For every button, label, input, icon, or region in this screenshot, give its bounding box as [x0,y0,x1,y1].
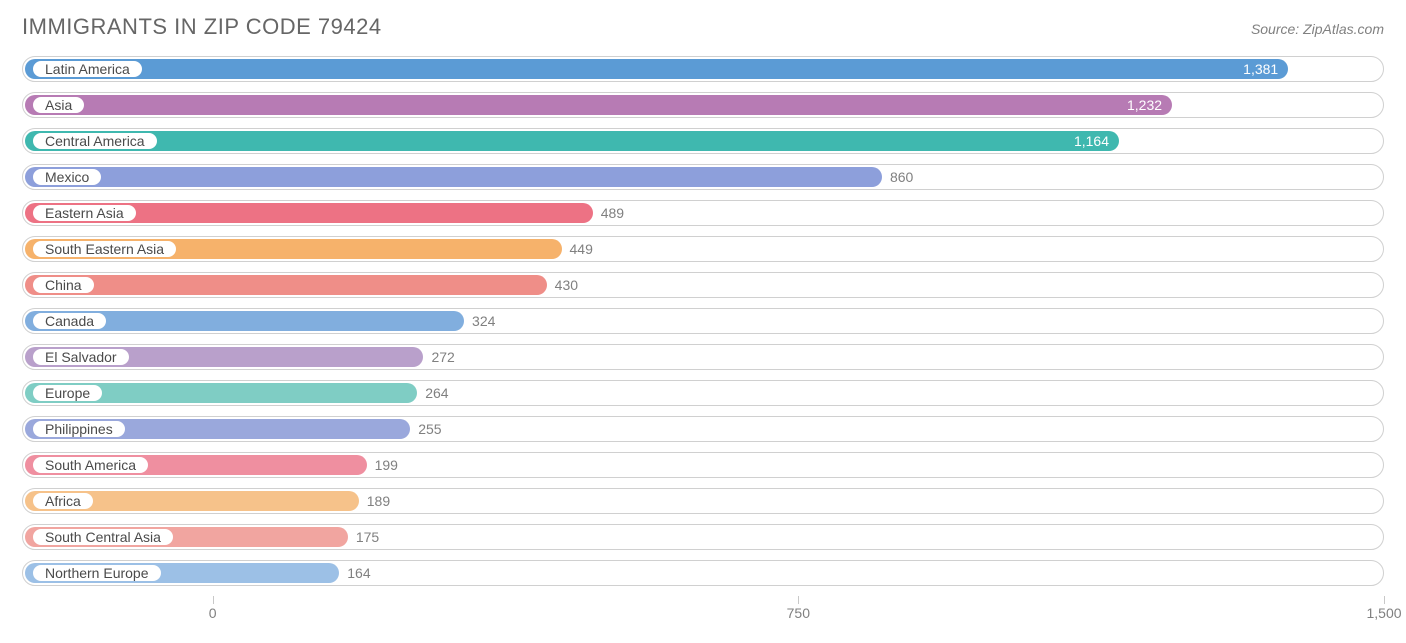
bar-fill: 1,164 [25,131,1119,151]
bar-fill [25,167,882,187]
bar-value-label: 199 [375,457,398,473]
source-attribution: Source: ZipAtlas.com [1251,21,1384,37]
bar-category-pill: South America [31,455,150,475]
bar-value-label: 189 [367,493,390,509]
bar-category-pill: China [31,275,96,295]
bar-value-label: 164 [347,565,370,581]
bar-fill [25,275,547,295]
axis-tick-label: 0 [209,605,217,621]
bar-row: 324 Canada [22,308,1384,334]
x-axis: 07501,500 [22,596,1384,626]
bar-row: 860 Mexico [22,164,1384,190]
axis-tick [213,596,214,604]
bar-row: 175 South Central Asia [22,524,1384,550]
bar-category-pill: Mexico [31,167,103,187]
bar-category-pill: Central America [31,131,159,151]
bar-row: 449 South Eastern Asia [22,236,1384,262]
bar-value-label: 1,164 [1074,133,1109,149]
header: IMMIGRANTS IN ZIP CODE 79424 Source: Zip… [0,0,1406,48]
axis-tick-label: 1,500 [1366,605,1401,621]
bar-category-pill: El Salvador [31,347,131,367]
bar-fill: 1,381 [25,59,1288,79]
bar-row: 164 Northern Europe [22,560,1384,586]
bar-row: 255 Philippines [22,416,1384,442]
source-name: ZipAtlas.com [1303,21,1384,37]
bar-fill: 1,232 [25,95,1172,115]
bar-value-label: 489 [601,205,624,221]
bar-category-pill: Europe [31,383,104,403]
bar-value-label: 264 [425,385,448,401]
bar-category-pill: Philippines [31,419,127,439]
bar-category-pill: Latin America [31,59,144,79]
axis-tick-label: 750 [787,605,810,621]
bar-row: 264 Europe [22,380,1384,406]
bar-row: 199 South America [22,452,1384,478]
bar-category-pill: Africa [31,491,95,511]
bar-row: 1,232 Asia [22,92,1384,118]
bar-category-pill: Canada [31,311,108,331]
axis-tick [1384,596,1385,604]
bar-category-pill: Northern Europe [31,563,163,583]
bar-row: 1,164 Central America [22,128,1384,154]
bar-value-label: 324 [472,313,495,329]
chart-title: IMMIGRANTS IN ZIP CODE 79424 [22,14,382,40]
bar-row: 430 China [22,272,1384,298]
bar-row: 272 El Salvador [22,344,1384,370]
bar-category-pill: South Central Asia [31,527,175,547]
chart-area: 1,381 Latin America 1,232 Asia 1,164 Central … [0,48,1406,586]
bar-row: 489 Eastern Asia [22,200,1384,226]
bar-category-pill: Asia [31,95,86,115]
source-label: Source: [1251,21,1299,37]
bar-value-label: 255 [418,421,441,437]
bar-value-label: 1,232 [1127,97,1162,113]
bar-value-label: 1,381 [1243,61,1278,77]
bar-category-pill: South Eastern Asia [31,239,178,259]
bar-value-label: 860 [890,169,913,185]
bar-row: 189 Africa [22,488,1384,514]
bar-value-label: 449 [570,241,593,257]
bar-value-label: 175 [356,529,379,545]
bar-value-label: 272 [431,349,454,365]
bar-value-label: 430 [555,277,578,293]
axis-tick [798,596,799,604]
bar-row: 1,381 Latin America [22,56,1384,82]
bar-category-pill: Eastern Asia [31,203,138,223]
